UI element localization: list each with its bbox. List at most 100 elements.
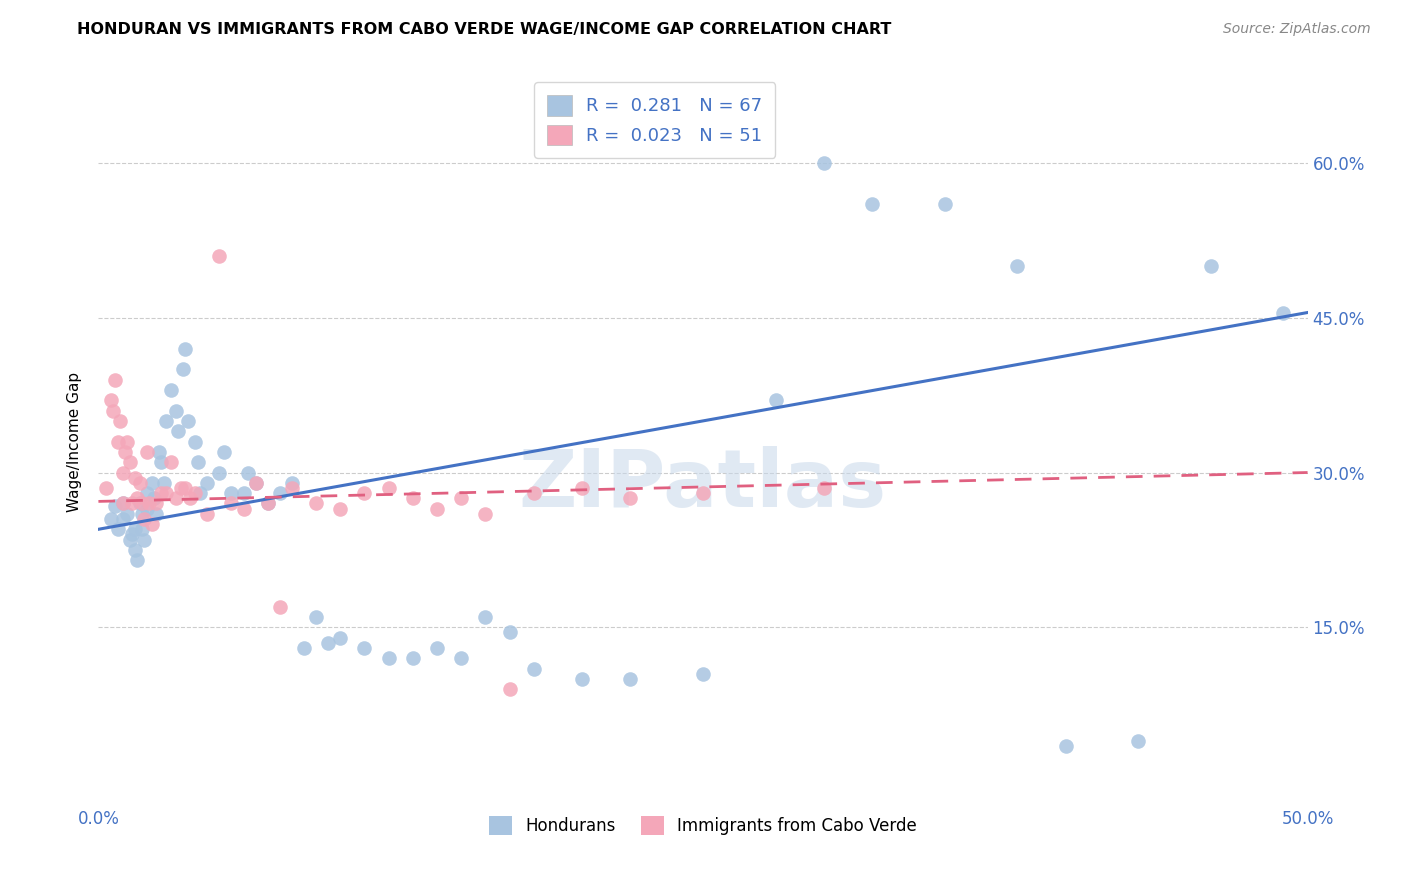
Text: ZIPatlas: ZIPatlas (519, 446, 887, 524)
Point (172, 362, 194, 376)
Point (128, 496, 150, 510)
Point (174, 342, 197, 356)
Point (131, 522, 153, 536)
Point (353, 640, 375, 655)
Point (281, 481, 304, 495)
Point (124, 542, 146, 557)
Point (523, 662, 546, 676)
Point (292, 640, 315, 655)
Point (111, 496, 134, 510)
Point (474, 610, 496, 624)
Point (174, 481, 197, 495)
Point (498, 625, 520, 640)
Point (329, 631, 352, 645)
Point (1007, 259, 1029, 273)
Point (124, 471, 146, 485)
Point (111, 496, 134, 510)
Point (281, 475, 304, 490)
Point (179, 491, 201, 506)
Point (177, 414, 200, 428)
Point (184, 486, 207, 500)
Point (187, 455, 209, 469)
Point (121, 496, 143, 510)
Point (128, 475, 150, 490)
Point (100, 512, 122, 526)
Point (571, 672, 593, 686)
Point (329, 501, 352, 516)
Point (160, 383, 183, 397)
Y-axis label: Wage/Income Gap: Wage/Income Gap (67, 371, 83, 512)
Point (1128, 734, 1150, 748)
Point (111, 466, 134, 480)
Point (155, 414, 177, 428)
Point (107, 522, 129, 536)
Point (131, 507, 153, 521)
Point (131, 496, 153, 510)
Text: HONDURAN VS IMMIGRANTS FROM CABO VERDE WAGE/INCOME GAP CORRELATION CHART: HONDURAN VS IMMIGRANTS FROM CABO VERDE W… (77, 22, 891, 37)
Point (94, 481, 117, 495)
Point (167, 424, 190, 438)
Point (619, 672, 641, 686)
Point (316, 636, 339, 650)
Point (145, 507, 167, 521)
Point (212, 445, 235, 459)
Point (1199, 259, 1222, 273)
Point (571, 481, 593, 495)
Point (160, 455, 183, 469)
Point (104, 499, 127, 513)
Point (238, 466, 260, 480)
Point (221, 496, 243, 510)
Point (121, 527, 143, 541)
Point (934, 197, 956, 211)
Point (150, 486, 173, 500)
Point (692, 486, 714, 500)
Point (101, 403, 124, 417)
Point (426, 501, 449, 516)
Point (124, 522, 146, 536)
Point (169, 481, 191, 495)
Point (402, 491, 425, 506)
Point (165, 491, 187, 506)
Point (765, 393, 787, 408)
Point (127, 491, 149, 506)
Point (100, 393, 122, 408)
Point (692, 666, 714, 681)
Point (117, 507, 139, 521)
Point (135, 486, 157, 500)
Point (269, 486, 291, 500)
Point (813, 481, 835, 495)
Point (232, 486, 254, 500)
Point (111, 512, 134, 526)
Point (118, 533, 141, 547)
Point (860, 197, 883, 211)
Point (619, 491, 641, 506)
Point (141, 517, 163, 532)
Point (256, 496, 278, 510)
Point (195, 507, 218, 521)
Point (143, 491, 166, 506)
Point (150, 455, 173, 469)
Point (256, 496, 278, 510)
Point (134, 533, 156, 547)
Point (127, 553, 149, 567)
Point (165, 403, 187, 417)
Point (184, 434, 207, 449)
Legend: Hondurans, Immigrants from Cabo Verde: Hondurans, Immigrants from Cabo Verde (479, 805, 927, 845)
Point (208, 249, 231, 263)
Point (305, 496, 328, 510)
Point (107, 434, 129, 449)
Point (188, 486, 211, 500)
Point (245, 475, 267, 490)
Point (221, 486, 243, 500)
Point (1272, 305, 1295, 319)
Point (377, 651, 399, 665)
Point (135, 501, 157, 516)
Point (134, 512, 156, 526)
Point (498, 682, 520, 697)
Point (148, 445, 170, 459)
Point (269, 599, 291, 614)
Point (474, 507, 496, 521)
Point (152, 475, 174, 490)
Point (104, 373, 127, 387)
Point (118, 455, 141, 469)
